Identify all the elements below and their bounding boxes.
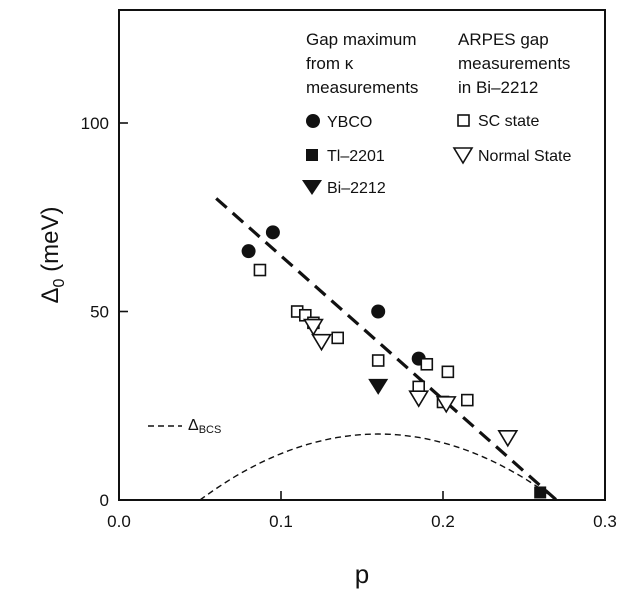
x-axis-label: p [355, 559, 369, 589]
point-bi-2212-0 [368, 378, 389, 395]
curves [199, 197, 558, 502]
point-normal-state-1 [311, 333, 332, 352]
y-axis-label-symbol: Δ [37, 287, 64, 303]
point-normal-state-4 [497, 429, 519, 448]
y-tick-label-0: 0 [100, 491, 109, 510]
y-axis-label-unit: (meV) [37, 207, 64, 279]
legend-left-heading-line-2: from κ [306, 54, 354, 73]
legend-bi2212-marker [302, 180, 322, 195]
point-ybco-0 [241, 244, 256, 259]
bcs-curve [199, 433, 557, 501]
legend-sc-state-marker [457, 114, 470, 127]
axis-ticks: 0.0 0.1 0.2 0.3 0 50 100 [81, 114, 617, 531]
point-normal-state-3 [435, 396, 457, 414]
fit-line [215, 197, 558, 502]
plot-frame [118, 9, 606, 501]
x-tick-label-2: 0.2 [431, 512, 455, 531]
legend-bcs-label: ΔBCS [188, 417, 221, 436]
legend-left: Gap maximum from κ measurements YBCO Tl–… [302, 30, 418, 197]
x-tick-label-3: 0.3 [593, 512, 617, 531]
legend-bcs: ΔBCS [148, 417, 221, 436]
y-tick-label-1: 50 [90, 303, 109, 322]
point-normal-state-0 [302, 318, 324, 337]
point-ybco-1 [265, 225, 280, 240]
legend-tl2201-label: Tl–2201 [327, 148, 385, 165]
legend-ybco-marker [306, 114, 320, 128]
legend-right: ARPES gap measurements in Bi–2212 SC sta… [452, 30, 571, 165]
point-sc-state-10 [460, 393, 474, 407]
legend-bcs-subscript: BCS [199, 424, 222, 436]
y-axis-label: Δ0 (meV) [37, 207, 68, 304]
point-ybco-2 [371, 304, 386, 319]
x-tick-label-0: 0.0 [107, 512, 131, 531]
point-sc-state-5 [371, 354, 385, 367]
legend-right-heading-line-1: ARPES gap [458, 30, 549, 49]
legend-right-heading-line-3: in Bi–2212 [458, 78, 538, 97]
legend-bcs-symbol: Δ [188, 417, 199, 434]
point-sc-state-4 [331, 331, 345, 345]
data-markers [241, 225, 547, 499]
legend-ybco-label: YBCO [327, 114, 372, 131]
legend-normal-state-marker [452, 147, 474, 165]
legend-sc-state-label: SC state [478, 113, 539, 130]
point-sc-state-9 [441, 365, 455, 379]
y-axis-label-subscript: 0 [51, 278, 68, 287]
legend-left-heading-line-3: measurements [306, 78, 418, 97]
legend-bi2212-label: Bi–2212 [327, 180, 386, 197]
point-normal-state-2 [408, 390, 430, 408]
point-sc-state-0 [253, 263, 267, 277]
legend-right-heading-line-2: measurements [458, 54, 570, 73]
legend-left-heading-line-1: Gap maximum [306, 30, 417, 49]
point-tl-2201-0 [534, 486, 547, 499]
y-tick-label-2: 100 [81, 114, 109, 133]
point-sc-state-7 [420, 357, 434, 371]
legend-tl2201-marker [306, 149, 318, 161]
legend-normal-state-label: Normal State [478, 148, 571, 165]
x-tick-label-1: 0.1 [269, 512, 293, 531]
